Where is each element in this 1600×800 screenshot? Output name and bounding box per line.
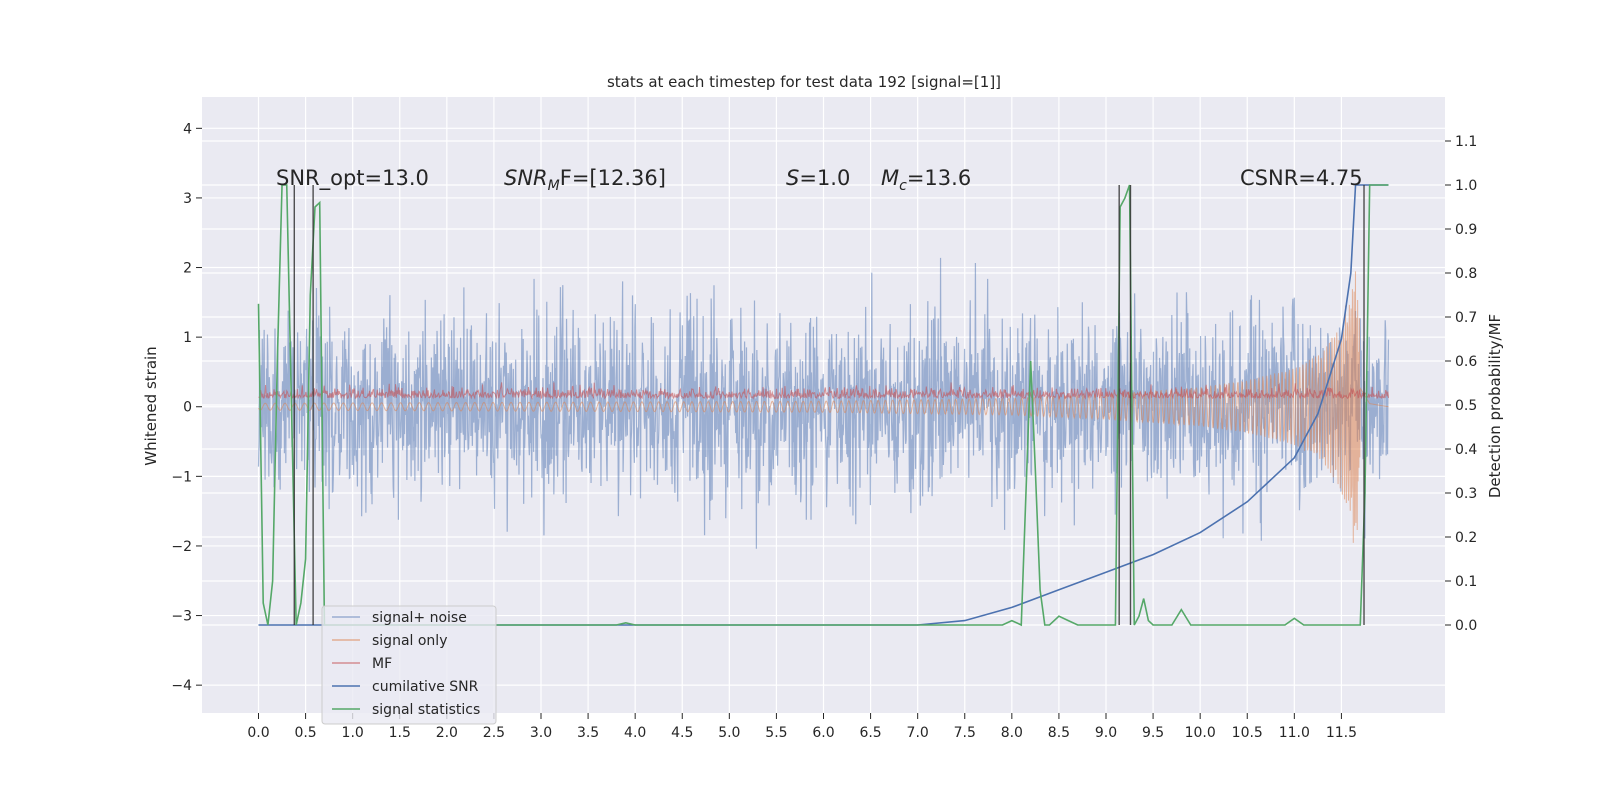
- annotation-mc-sub: c: [899, 178, 907, 194]
- y-axis-left-title: Whitened strain: [142, 346, 160, 465]
- legend-label-signal-statistics: signal statistics: [372, 702, 480, 718]
- x-tick-label-5: 2.5: [483, 725, 505, 741]
- annotation-snr-mf-sub: M: [548, 178, 560, 194]
- x-tick-label-4: 2.0: [436, 725, 458, 741]
- x-tick-label-2: 1.0: [342, 725, 364, 741]
- legend-label-signal-noise: signal+ noise: [372, 610, 467, 626]
- y-right-tick-label-7: 0.7: [1455, 310, 1477, 326]
- x-axis: 0.0 0.5 1.0 1.5 2.0 2.5 3.0 3.5 4.0 4.5 5.0 5.5 6.0 6…: [247, 713, 1357, 741]
- y-axis-right-title: Detection probability/MF: [1486, 314, 1504, 498]
- y-right-tick-label-5: 0.5: [1455, 398, 1477, 414]
- legend-item-signal-statistics: signal statistics: [332, 702, 480, 718]
- y-left-tick-label-2: −2: [171, 539, 192, 555]
- legend-label-signal-only: signal only: [372, 633, 447, 649]
- y-right-tick-label-2: 0.2: [1455, 530, 1477, 546]
- legend-item-cumilative-snr: cumilative SNR: [332, 679, 479, 695]
- y-right-tick-label-9: 0.9: [1455, 222, 1477, 238]
- x-tick-label-14: 7.0: [907, 725, 929, 741]
- x-tick-label-7: 3.5: [577, 725, 599, 741]
- x-tick-label-3: 1.5: [389, 725, 411, 741]
- y-right-tick-label-10: 1.0: [1455, 178, 1477, 194]
- y-right-tick-label-6: 0.6: [1455, 354, 1477, 370]
- annotation-s-tail: =1.0: [799, 166, 850, 190]
- y-axis-right: 0.0 0.1 0.2 0.3 0.4 0.5 0.6 0.7 0.8 0.9 1.0 1.1: [1445, 134, 1477, 634]
- x-tick-label-23: 11.5: [1326, 725, 1357, 741]
- x-tick-label-18: 9.0: [1095, 725, 1117, 741]
- annotation-mc-tail: =13.6: [907, 166, 971, 190]
- legend-label-cumilative-snr: cumilative SNR: [372, 679, 479, 695]
- annotation-snr-mf-main: SNR: [504, 166, 548, 190]
- y-left-tick-label-8: 4: [183, 121, 192, 137]
- grid: [202, 97, 1445, 713]
- chart-title: stats at each timestep for test data 192…: [607, 73, 1001, 91]
- series-cumilative-snr: [258, 184, 1389, 626]
- x-tick-label-21: 10.5: [1232, 725, 1263, 741]
- x-tick-label-1: 0.5: [294, 725, 316, 741]
- annotation-snr-mf-tail: F=[12.36]: [560, 166, 666, 190]
- annotation-s: S=1.0: [786, 166, 850, 190]
- legend-item-signal-noise: signal+ noise: [332, 610, 467, 626]
- annotation-snr-mf: SNRMF=[12.36]: [504, 166, 666, 194]
- legend-item-mf: MF: [332, 656, 392, 672]
- y-left-tick-label-7: 3: [183, 191, 192, 207]
- y-left-tick-label-1: −3: [171, 609, 192, 625]
- annotation-mc-main: M: [881, 166, 899, 190]
- annotation-csnr: CSNR=4.75: [1240, 166, 1363, 190]
- x-tick-label-16: 8.0: [1001, 725, 1023, 741]
- series-mf: [258, 382, 1389, 401]
- x-tick-label-10: 5.0: [718, 725, 740, 741]
- series-signal-only: [258, 271, 1389, 543]
- vertical-markers: [293, 185, 1365, 625]
- y-right-tick-label-11: 1.1: [1455, 134, 1477, 150]
- y-right-tick-label-4: 0.4: [1455, 442, 1477, 458]
- x-tick-label-13: 6.5: [859, 725, 881, 741]
- y-axis-left: −4 −3 −2 −1 0 1 2 3 4: [171, 121, 202, 694]
- y-left-tick-label-0: −4: [171, 678, 192, 694]
- legend: signal+ noise signal only MF cumilative …: [321, 605, 497, 725]
- series-layer: [257, 184, 1390, 627]
- x-tick-label-22: 11.0: [1279, 725, 1310, 741]
- x-tick-label-9: 4.5: [671, 725, 693, 741]
- x-tick-label-11: 5.5: [765, 725, 787, 741]
- x-tick-label-20: 10.0: [1185, 725, 1216, 741]
- x-tick-label-8: 4.0: [624, 725, 646, 741]
- y-left-tick-label-6: 2: [183, 261, 192, 277]
- y-right-tick-label-1: 0.1: [1455, 574, 1477, 590]
- series-signal-statistics: [257, 184, 1389, 627]
- legend-label-mf: MF: [372, 656, 392, 672]
- y-right-tick-label-8: 0.8: [1455, 266, 1477, 282]
- annotation-s-main: S: [786, 166, 799, 190]
- x-tick-label-17: 8.5: [1048, 725, 1070, 741]
- annotation-mc: Mc=13.6: [881, 166, 971, 194]
- annotations: SNR_opt=13.0 SNRMF=[12.36] S=1.0 Mc=13.6…: [276, 166, 1363, 194]
- legend-box: [321, 605, 497, 725]
- legend-item-signal-only: signal only: [332, 633, 447, 649]
- y-right-tick-label-3: 0.3: [1455, 486, 1477, 502]
- x-tick-label-6: 3.0: [530, 725, 552, 741]
- x-tick-label-19: 9.5: [1142, 725, 1164, 741]
- y-left-tick-label-4: 0: [183, 400, 192, 416]
- x-tick-label-0: 0.0: [247, 725, 269, 741]
- annotation-snr-opt: SNR_opt=13.0: [276, 166, 429, 191]
- x-tick-label-15: 7.5: [954, 725, 976, 741]
- series-signal-noise: [257, 257, 1390, 549]
- y-left-tick-label-3: −1: [171, 469, 192, 485]
- x-tick-label-12: 6.0: [812, 725, 834, 741]
- y-right-tick-label-0: 0.0: [1455, 618, 1477, 634]
- y-left-tick-label-5: 1: [183, 330, 192, 346]
